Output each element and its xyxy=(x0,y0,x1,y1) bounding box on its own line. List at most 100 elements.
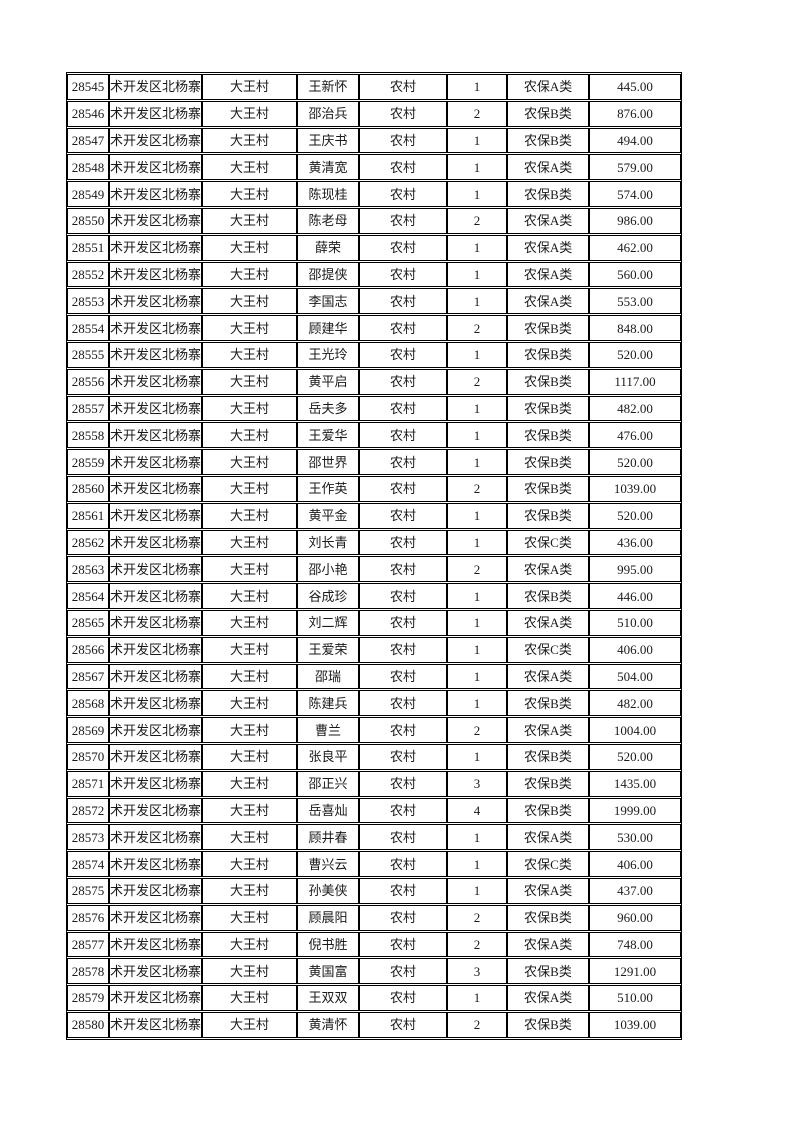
cell-serial-number: 28546 xyxy=(67,100,109,127)
cell-village: 大王村 xyxy=(202,636,298,663)
cell-village: 大王村 xyxy=(202,395,298,422)
cell-household-type: 农村 xyxy=(359,985,448,1011)
table-row: 28551 术开发区北杨寨 大王村 薛荣 农村 1 农保A类 462.00 xyxy=(67,234,682,261)
cell-household-type: 农村 xyxy=(359,556,448,583)
cell-serial-number: 28575 xyxy=(67,877,109,904)
cell-village: 大王村 xyxy=(202,609,298,636)
cell-person-name: 陈现桂 xyxy=(297,181,360,207)
cell-amount: 876.00 xyxy=(589,100,682,127)
cell-district: 术开发区北杨寨 xyxy=(109,717,203,743)
cell-household-type: 农村 xyxy=(359,529,448,556)
cell-person-name: 王作英 xyxy=(297,475,360,502)
cell-insurance-category: 农保A类 xyxy=(507,556,590,583)
cell-insurance-category: 农保B类 xyxy=(507,797,590,824)
cell-amount: 520.00 xyxy=(589,502,682,529)
cell-person-count: 1 xyxy=(447,743,508,770)
cell-village: 大王村 xyxy=(202,422,298,449)
table-row: 28554 术开发区北杨寨 大王村 顾建华 农村 2 农保B类 848.00 xyxy=(67,315,682,341)
table-row: 28567 术开发区北杨寨 大王村 邵瑞 农村 1 农保A类 504.00 xyxy=(67,663,682,690)
cell-amount: 520.00 xyxy=(589,341,682,368)
cell-insurance-category: 农保B类 xyxy=(507,475,590,502)
cell-person-count: 2 xyxy=(447,100,508,127)
cell-district: 术开发区北杨寨 xyxy=(109,368,203,395)
cell-person-name: 倪书胜 xyxy=(297,931,360,958)
cell-amount: 504.00 xyxy=(589,663,682,690)
table-row: 28565 术开发区北杨寨 大王村 刘二辉 农村 1 农保A类 510.00 xyxy=(67,609,682,636)
cell-person-count: 1 xyxy=(447,502,508,529)
table-row: 28571 术开发区北杨寨 大王村 邵正兴 农村 3 农保B类 1435.00 xyxy=(67,770,682,797)
cell-serial-number: 28566 xyxy=(67,636,109,663)
cell-district: 术开发区北杨寨 xyxy=(109,770,203,797)
table-row: 28568 术开发区北杨寨 大王村 陈建兵 农村 1 农保B类 482.00 xyxy=(67,690,682,717)
cell-amount: 553.00 xyxy=(589,288,682,315)
cell-district: 术开发区北杨寨 xyxy=(109,502,203,529)
cell-village: 大王村 xyxy=(202,341,298,368)
cell-person-count: 3 xyxy=(447,770,508,797)
cell-amount: 520.00 xyxy=(589,743,682,770)
table-body: 28545 术开发区北杨寨 大王村 王新怀 农村 1 农保A类 445.00 28546 术开发区… xyxy=(67,74,682,1038)
cell-serial-number: 28545 xyxy=(67,74,109,100)
cell-insurance-category: 农保B类 xyxy=(507,181,590,207)
table-row: 28579 术开发区北杨寨 大王村 王双双 农村 1 农保A类 510.00 xyxy=(67,985,682,1011)
cell-person-count: 3 xyxy=(447,958,508,985)
cell-person-name: 邵提侠 xyxy=(297,261,360,288)
cell-serial-number: 28559 xyxy=(67,449,109,475)
cell-household-type: 农村 xyxy=(359,958,448,985)
table-row: 28559 术开发区北杨寨 大王村 邵世界 农村 1 农保B类 520.00 xyxy=(67,449,682,475)
cell-person-name: 王爱荣 xyxy=(297,636,360,663)
cell-district: 术开发区北杨寨 xyxy=(109,234,203,261)
cell-insurance-category: 农保B类 xyxy=(507,127,590,154)
table-row: 28566 术开发区北杨寨 大王村 王爱荣 农村 1 农保C类 406.00 xyxy=(67,636,682,663)
cell-serial-number: 28568 xyxy=(67,690,109,717)
cell-district: 术开发区北杨寨 xyxy=(109,958,203,985)
cell-household-type: 农村 xyxy=(359,234,448,261)
cell-insurance-category: 农保B类 xyxy=(507,341,590,368)
cell-amount: 476.00 xyxy=(589,422,682,449)
cell-household-type: 农村 xyxy=(359,395,448,422)
cell-household-type: 农村 xyxy=(359,1011,448,1038)
cell-household-type: 农村 xyxy=(359,717,448,743)
cell-household-type: 农村 xyxy=(359,154,448,181)
cell-amount: 1039.00 xyxy=(589,1011,682,1038)
cell-district: 术开发区北杨寨 xyxy=(109,985,203,1011)
cell-person-count: 1 xyxy=(447,341,508,368)
cell-person-name: 王庆书 xyxy=(297,127,360,154)
cell-insurance-category: 农保A类 xyxy=(507,717,590,743)
table-row: 28576 术开发区北杨寨 大王村 顾晨阳 农村 2 农保B类 960.00 xyxy=(67,904,682,931)
cell-serial-number: 28560 xyxy=(67,475,109,502)
table-row: 28561 术开发区北杨寨 大王村 黄平金 农村 1 农保B类 520.00 xyxy=(67,502,682,529)
cell-serial-number: 28573 xyxy=(67,824,109,851)
cell-household-type: 农村 xyxy=(359,288,448,315)
cell-person-count: 1 xyxy=(447,690,508,717)
cell-district: 术开发区北杨寨 xyxy=(109,261,203,288)
cell-person-name: 陈老母 xyxy=(297,207,360,234)
cell-person-count: 1 xyxy=(447,234,508,261)
cell-person-count: 1 xyxy=(447,422,508,449)
cell-district: 术开发区北杨寨 xyxy=(109,422,203,449)
cell-person-count: 1 xyxy=(447,583,508,609)
cell-person-name: 邵瑞 xyxy=(297,663,360,690)
cell-district: 术开发区北杨寨 xyxy=(109,475,203,502)
table-row: 28580 术开发区北杨寨 大王村 黄清怀 农村 2 农保B类 1039.00 xyxy=(67,1011,682,1038)
cell-village: 大王村 xyxy=(202,690,298,717)
cell-person-count: 1 xyxy=(447,181,508,207)
cell-household-type: 农村 xyxy=(359,181,448,207)
table-row: 28550 术开发区北杨寨 大王村 陈老母 农村 2 农保A类 986.00 xyxy=(67,207,682,234)
cell-household-type: 农村 xyxy=(359,74,448,100)
cell-amount: 574.00 xyxy=(589,181,682,207)
cell-district: 术开发区北杨寨 xyxy=(109,288,203,315)
cell-amount: 560.00 xyxy=(589,261,682,288)
cell-serial-number: 28557 xyxy=(67,395,109,422)
cell-amount: 406.00 xyxy=(589,636,682,663)
table-row: 28560 术开发区北杨寨 大王村 王作英 农村 2 农保B类 1039.00 xyxy=(67,475,682,502)
cell-person-name: 孙美侠 xyxy=(297,877,360,904)
table-row: 28570 术开发区北杨寨 大王村 张良平 农村 1 农保B类 520.00 xyxy=(67,743,682,770)
cell-household-type: 农村 xyxy=(359,100,448,127)
cell-serial-number: 28563 xyxy=(67,556,109,583)
cell-village: 大王村 xyxy=(202,1011,298,1038)
cell-person-name: 陈建兵 xyxy=(297,690,360,717)
cell-village: 大王村 xyxy=(202,797,298,824)
cell-household-type: 农村 xyxy=(359,261,448,288)
cell-person-name: 顾井春 xyxy=(297,824,360,851)
table-row: 28549 术开发区北杨寨 大王村 陈现桂 农村 1 农保B类 574.00 xyxy=(67,181,682,207)
